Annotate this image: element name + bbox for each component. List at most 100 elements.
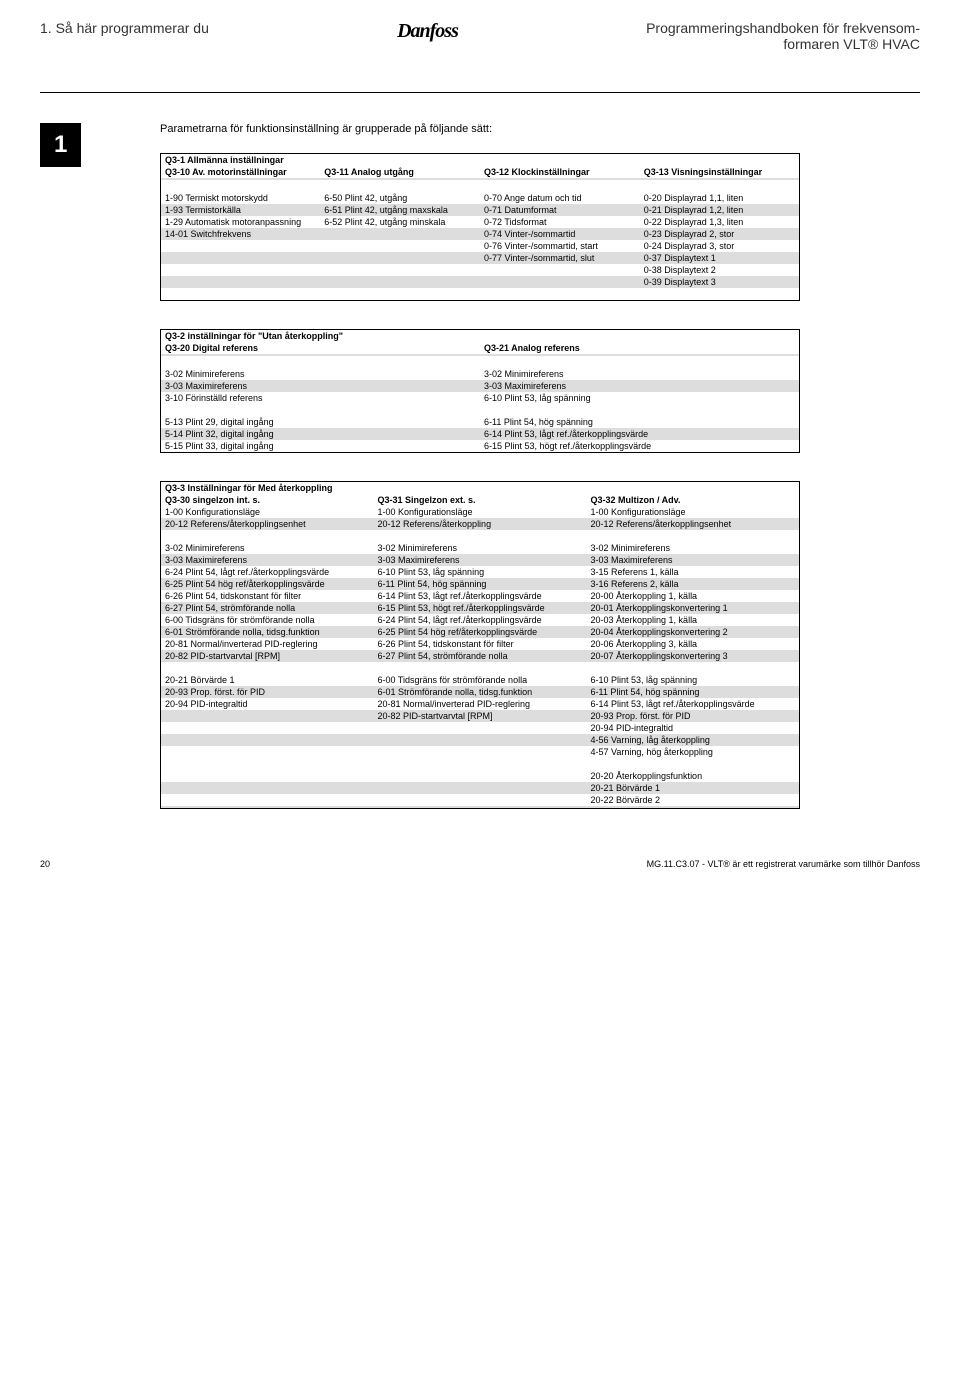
table-cell: 20-03 Återkoppling 1, källa xyxy=(587,614,800,626)
table-cell: 6-11 Plint 54, hög spänning xyxy=(587,686,800,698)
chapter-number: 1 xyxy=(40,123,81,167)
table-q3-1: Q3-1 Allmänna inställningar Q3-10 Av. mo… xyxy=(160,153,800,301)
table-cell xyxy=(374,734,587,746)
table-row: 14-01 Switchfrekvens0-74 Vinter-/sommart… xyxy=(161,228,800,240)
table-cell: 3-03 Maximireferens xyxy=(161,380,481,392)
table-cell: 14-01 Switchfrekvens xyxy=(161,228,321,240)
header-right: Programmeringshandboken för frekvensom- … xyxy=(646,20,920,52)
table-cell: 20-93 Prop. först. för PID xyxy=(587,710,800,722)
table-row: 6-01 Strömförande nolla, tidsg.funktion6… xyxy=(161,626,800,638)
table-row: 6-24 Plint 54, lågt ref./återkopplingsvä… xyxy=(161,566,800,578)
table-cell: 20-12 Referens/återkopplingsenhet xyxy=(161,518,374,530)
table-cell: 4-56 Varning, låg återkoppling xyxy=(587,734,800,746)
table-cell: 20-94 PID-integraltid xyxy=(161,698,374,710)
brand-logo: Danfoss xyxy=(397,20,458,43)
table-cell: 0-71 Datumformat xyxy=(480,204,640,216)
table-cell: 4-57 Varning, hög återkoppling xyxy=(587,746,800,758)
table-cell: 5-15 Plint 33, digital ingång xyxy=(161,440,481,453)
table-row: 6-26 Plint 54, tidskonstant för filter6-… xyxy=(161,590,800,602)
table-cell: 6-14 Plint 53, lågt ref./återkopplingsvä… xyxy=(480,428,800,440)
table-row: 1-00 Konfigurationsläge1-00 Konfiguratio… xyxy=(161,506,800,518)
table-cell: 6-00 Tidsgräns för strömförande nolla xyxy=(161,614,374,626)
table-cell: 6-14 Plint 53, lågt ref./återkopplingsvä… xyxy=(587,698,800,710)
table-cell: 0-38 Displaytext 2 xyxy=(640,264,800,276)
intro-text: Parametrarna för funktionsinställning är… xyxy=(160,123,920,135)
page-header: 1. Så här programmerar du Danfoss Progra… xyxy=(40,20,920,52)
body-content: Parametrarna för funktionsinställning är… xyxy=(160,123,920,809)
t2-h0: Q3-20 Digital referens xyxy=(161,342,481,354)
table-cell xyxy=(161,276,321,288)
table-cell xyxy=(320,252,480,264)
table-cell: 6-26 Plint 54, tidskonstant för filter xyxy=(374,638,587,650)
table-row: 20-21 Börvärde 16-00 Tidsgräns för ström… xyxy=(161,674,800,686)
table-cell: 3-03 Maximireferens xyxy=(161,554,374,566)
t3-h0: Q3-30 singelzon int. s. xyxy=(161,494,374,506)
table-row: 20-94 PID-integraltid xyxy=(161,722,800,734)
t2-h1: Q3-21 Analog referens xyxy=(480,342,800,354)
table-cell: 5-14 Plint 32, digital ingång xyxy=(161,428,481,440)
table-cell: 6-52 Plint 42, utgång minskala xyxy=(320,216,480,228)
table-cell: 20-21 Börvärde 1 xyxy=(587,782,800,794)
table-cell: 20-20 Återkopplingsfunktion xyxy=(587,770,800,782)
table-cell: 20-01 Återkopplingskonvertering 1 xyxy=(587,602,800,614)
table-row: 0-76 Vinter-/sommartid, start0-24 Displa… xyxy=(161,240,800,252)
table-cell: 6-10 Plint 53, låg spänning xyxy=(480,392,800,404)
table-cell: 0-20 Displayrad 1,1, liten xyxy=(640,192,800,204)
table-cell xyxy=(161,252,321,264)
table-cell: 6-26 Plint 54, tidskonstant för filter xyxy=(161,590,374,602)
table-cell: 20-22 Börvärde 2 xyxy=(587,794,800,806)
header-right-line2: formaren VLT® HVAC xyxy=(783,36,920,52)
table-cell: 20-04 Återkopplingskonvertering 2 xyxy=(587,626,800,638)
table-row: 6-00 Tidsgräns för strömförande nolla6-2… xyxy=(161,614,800,626)
table3-title: Q3-3 Inställningar för Med återkoppling xyxy=(161,482,800,495)
table-cell xyxy=(374,722,587,734)
table-cell: 6-25 Plint 54 hög ref/återkopplingsvärde xyxy=(374,626,587,638)
table-cell xyxy=(374,782,587,794)
table-cell: 3-03 Maximireferens xyxy=(480,380,800,392)
table-row: 3-10 Förinställd referens6-10 Plint 53, … xyxy=(161,392,800,404)
table-row: 20-94 PID-integraltid20-81 Normal/invert… xyxy=(161,698,800,710)
table-row: 20-22 Börvärde 2 xyxy=(161,794,800,806)
table-cell: 3-02 Minimireferens xyxy=(374,542,587,554)
header-right-line1: Programmeringshandboken för frekvensom- xyxy=(646,20,920,36)
table-cell: 6-01 Strömförande nolla, tidsg.funktion xyxy=(161,626,374,638)
table-cell: 0-23 Displayrad 2, stor xyxy=(640,228,800,240)
table-cell: 20-00 Återkoppling 1, källa xyxy=(587,590,800,602)
table-cell: 3-16 Referens 2, källa xyxy=(587,578,800,590)
table-cell: 20-12 Referens/återkopplingsenhet xyxy=(587,518,800,530)
t1-h2: Q3-12 Klockinställningar xyxy=(480,166,640,178)
header-left: 1. Så här programmerar du xyxy=(40,20,209,36)
table-cell: 6-10 Plint 53, låg spänning xyxy=(374,566,587,578)
table-cell: 3-10 Förinställd referens xyxy=(161,392,481,404)
table-cell: 1-29 Automatisk motoranpassning xyxy=(161,216,321,228)
table-cell: 3-15 Referens 1, källa xyxy=(587,566,800,578)
table-cell xyxy=(161,734,374,746)
table-row: 3-02 Minimireferens3-02 Minimireferens xyxy=(161,368,800,380)
table-cell xyxy=(480,264,640,276)
table-cell: 6-24 Plint 54, lågt ref./återkopplingsvä… xyxy=(161,566,374,578)
table1-title: Q3-1 Allmänna inställningar xyxy=(161,154,800,167)
header-divider xyxy=(40,92,920,93)
table-row: 6-25 Plint 54 hög ref/återkopplingsvärde… xyxy=(161,578,800,590)
table-cell: 1-90 Termiskt motorskydd xyxy=(161,192,321,204)
table-q3-2: Q3-2 inställningar för "Utan återkopplin… xyxy=(160,329,800,453)
table-cell xyxy=(320,228,480,240)
table-cell: 3-03 Maximireferens xyxy=(374,554,587,566)
table-cell: 6-11 Plint 54, hög spänning xyxy=(480,416,800,428)
table-cell xyxy=(161,782,374,794)
table-row: 20-12 Referens/återkopplingsenhet 20-12 R… xyxy=(161,518,800,530)
table-row: 0-39 Displaytext 3 xyxy=(161,276,800,288)
table-cell: 5-13 Plint 29, digital ingång xyxy=(161,416,481,428)
table-cell xyxy=(480,276,640,288)
table-q3-3: Q3-3 Inställningar för Med återkoppling … xyxy=(160,481,800,809)
table-cell: 6-11 Plint 54, hög spänning xyxy=(374,578,587,590)
t3-h2: Q3-32 Multizon / Adv. xyxy=(587,494,800,506)
table-row: 0-77 Vinter-/sommartid, slut0-37 Display… xyxy=(161,252,800,264)
table-cell: 0-37 Displaytext 1 xyxy=(640,252,800,264)
table-cell: 6-50 Plint 42, utgång xyxy=(320,192,480,204)
table-cell: 6-27 Plint 54, strömförande nolla xyxy=(161,602,374,614)
t1-h3: Q3-13 Visningsinställningar xyxy=(640,166,800,178)
table2-title: Q3-2 inställningar för "Utan återkopplin… xyxy=(161,330,800,343)
table-cell: 20-06 Återkoppling 3, källa xyxy=(587,638,800,650)
table-cell xyxy=(161,722,374,734)
